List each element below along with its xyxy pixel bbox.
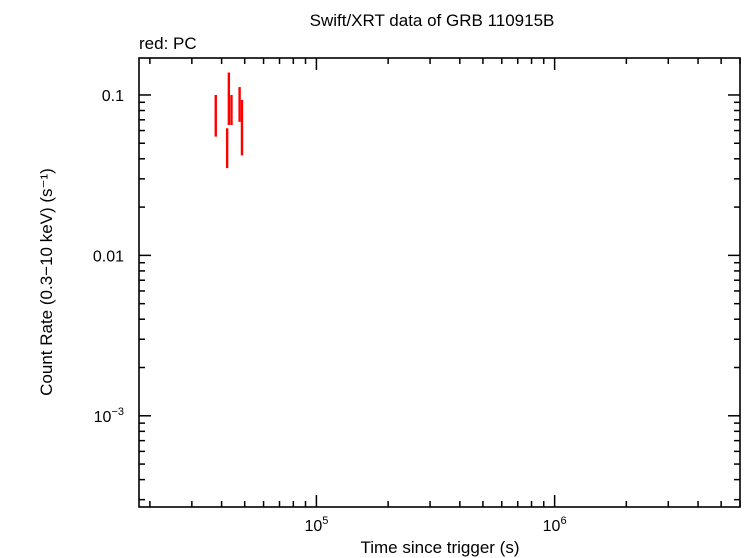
data-point bbox=[227, 72, 231, 125]
chart-title: Swift/XRT data of GRB 110915B bbox=[310, 11, 555, 30]
x-tick-label: 106 bbox=[543, 515, 567, 535]
data-point bbox=[225, 128, 229, 169]
y-tick-label: 10−3 bbox=[94, 406, 124, 426]
chart-subtitle: red: PC bbox=[139, 34, 197, 53]
y-tick-label: 0.01 bbox=[93, 248, 124, 265]
data-points bbox=[214, 72, 244, 169]
data-point bbox=[230, 94, 233, 125]
data-point bbox=[240, 100, 244, 156]
plot-frame bbox=[138, 57, 741, 508]
x-axis-label: Time since trigger (s) bbox=[360, 538, 519, 557]
y-tick-label: 0.1 bbox=[102, 88, 124, 105]
data-point bbox=[238, 87, 241, 122]
x-tick-label: 105 bbox=[304, 515, 328, 535]
axes: 105 106 0.1 0.01 10−3 bbox=[93, 57, 741, 535]
y-axis-label: Count Rate (0.3−10 keV) (s⁻¹) bbox=[37, 168, 56, 396]
data-point bbox=[214, 94, 217, 137]
